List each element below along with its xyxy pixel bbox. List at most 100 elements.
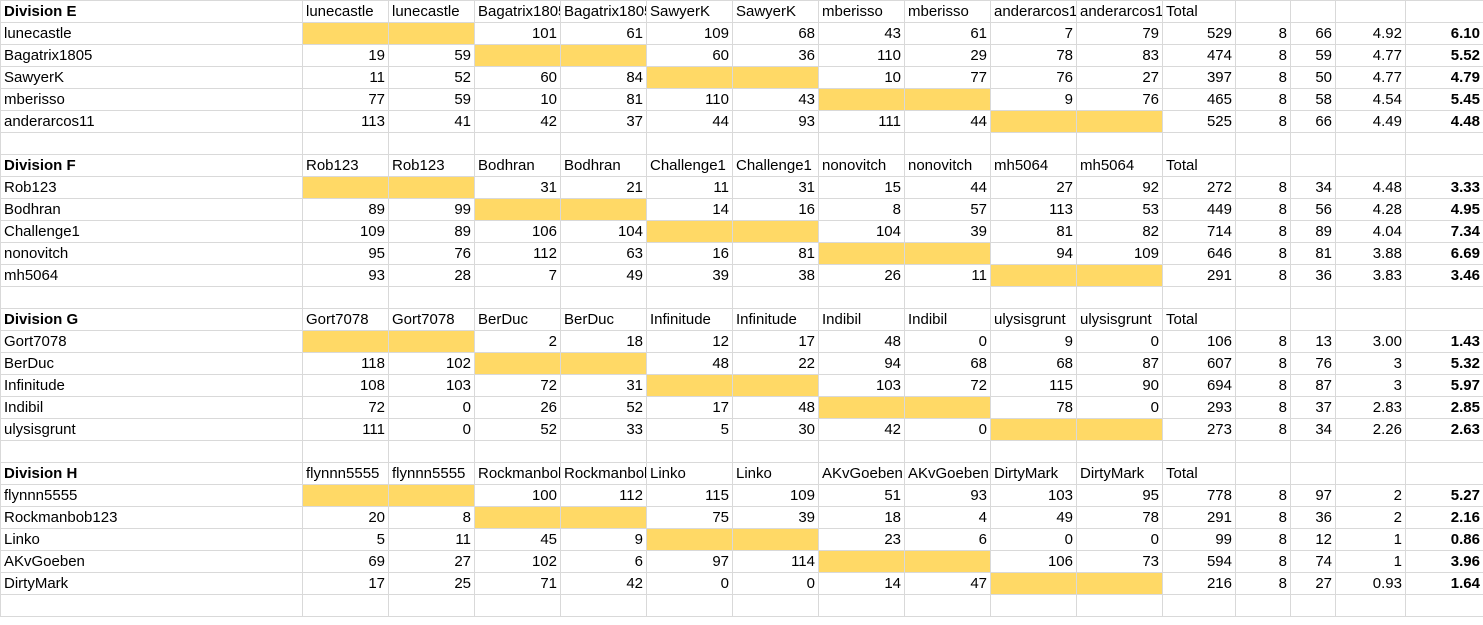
score-cell: 18 bbox=[560, 330, 647, 353]
self-match-cell bbox=[560, 198, 647, 221]
self-match-cell bbox=[474, 44, 561, 67]
player-name: Indibil bbox=[0, 396, 303, 419]
points-cell: 76 bbox=[1290, 352, 1336, 375]
played-cell: 8 bbox=[1235, 374, 1291, 397]
score-total-cell: 0.86 bbox=[1405, 528, 1483, 551]
score-cell: 47 bbox=[904, 572, 991, 595]
column-header: Rockmanbob123 bbox=[560, 462, 647, 485]
score-total-cell: 6.69 bbox=[1405, 242, 1483, 265]
score-cell: 48 bbox=[818, 330, 905, 353]
self-match-cell bbox=[388, 176, 475, 199]
self-match-cell bbox=[560, 44, 647, 67]
score-cell: 102 bbox=[474, 550, 561, 573]
score-cell: 26 bbox=[818, 264, 905, 287]
self-match-cell bbox=[990, 418, 1077, 441]
score-cell: 11 bbox=[302, 66, 389, 89]
player-row: AKvGoeben 69 27 102 6 97 114 106 73 594 8 74 1 3.96 bbox=[0, 550, 1483, 573]
played-cell: 8 bbox=[1235, 528, 1291, 551]
player-row: Bodhran 89 99 14 16 8 57 113 53 449 8 56 4.28 4.95 bbox=[0, 198, 1483, 221]
column-header: Indibil bbox=[818, 308, 905, 331]
score-cell: 0 bbox=[904, 418, 991, 441]
score-total-cell: 3.33 bbox=[1405, 176, 1483, 199]
score-cell: 28 bbox=[388, 264, 475, 287]
empty-cell bbox=[1076, 286, 1163, 309]
score-cell: 77 bbox=[904, 66, 991, 89]
score-cell: 0 bbox=[388, 396, 475, 419]
empty-cell bbox=[302, 286, 389, 309]
points-cell: 59 bbox=[1290, 44, 1336, 67]
column-header: BerDuc bbox=[474, 308, 561, 331]
score-cell: 22 bbox=[732, 352, 819, 375]
column-header: DirtyMark bbox=[1076, 462, 1163, 485]
empty-cell bbox=[1290, 0, 1336, 23]
score-cell: 21 bbox=[560, 176, 647, 199]
played-cell: 8 bbox=[1235, 110, 1291, 133]
score-cell: 0 bbox=[732, 572, 819, 595]
self-match-cell bbox=[732, 374, 819, 397]
player-name: mh5064 bbox=[0, 264, 303, 287]
self-match-cell bbox=[388, 484, 475, 507]
score-cell: 33 bbox=[560, 418, 647, 441]
score-cell: 48 bbox=[732, 396, 819, 419]
score-cell: 14 bbox=[646, 198, 733, 221]
player-row: Rockmanbob123 20 8 75 39 18 4 49 78 291 8 36 2 2.16 bbox=[0, 506, 1483, 529]
self-match-cell bbox=[818, 396, 905, 419]
score-cell: 95 bbox=[1076, 484, 1163, 507]
column-header: Indibil bbox=[904, 308, 991, 331]
score-cell: 25 bbox=[388, 572, 475, 595]
column-header: Bodhran bbox=[474, 154, 561, 177]
player-row: nonovitch 95 76 112 63 16 81 94 109 646 8 81 3.88 6.6… bbox=[0, 242, 1483, 265]
score-cell: 103 bbox=[818, 374, 905, 397]
empty-cell bbox=[302, 594, 389, 617]
score-cell: 93 bbox=[302, 264, 389, 287]
empty-cell bbox=[1076, 594, 1163, 617]
score-total-cell: 5.27 bbox=[1405, 484, 1483, 507]
score-cell: 53 bbox=[1076, 198, 1163, 221]
total-cell: 594 bbox=[1162, 550, 1236, 573]
points-cell: 34 bbox=[1290, 418, 1336, 441]
played-cell: 8 bbox=[1235, 176, 1291, 199]
score-cell: 45 bbox=[474, 528, 561, 551]
self-match-cell bbox=[302, 330, 389, 353]
column-header: nonovitch bbox=[818, 154, 905, 177]
empty-cell bbox=[1162, 132, 1236, 155]
points-cell: 58 bbox=[1290, 88, 1336, 111]
player-name: Infinitude bbox=[0, 374, 303, 397]
average-cell: 2 bbox=[1335, 506, 1406, 529]
blank-row bbox=[0, 440, 1483, 463]
empty-cell bbox=[646, 132, 733, 155]
empty-cell bbox=[818, 132, 905, 155]
played-cell: 8 bbox=[1235, 506, 1291, 529]
score-cell: 57 bbox=[904, 198, 991, 221]
empty-cell bbox=[0, 440, 303, 463]
score-cell: 78 bbox=[990, 44, 1077, 67]
column-header: ulysisgrunt bbox=[990, 308, 1077, 331]
self-match-cell bbox=[388, 22, 475, 45]
score-cell: 20 bbox=[302, 506, 389, 529]
column-header: Rob123 bbox=[388, 154, 475, 177]
column-header: ulysisgrunt bbox=[1076, 308, 1163, 331]
score-cell: 5 bbox=[646, 418, 733, 441]
player-row: BerDuc 118 102 48 22 94 68 68 87 607 8 76 3 5.32 bbox=[0, 352, 1483, 375]
column-header: lunecastle bbox=[302, 0, 389, 23]
score-cell: 6 bbox=[904, 528, 991, 551]
player-name: ulysisgrunt bbox=[0, 418, 303, 441]
player-row: Linko 5 11 45 9 23 6 0 0 99 8 12 1 0.86 bbox=[0, 528, 1483, 551]
average-cell: 2.26 bbox=[1335, 418, 1406, 441]
score-cell: 16 bbox=[732, 198, 819, 221]
blank-row bbox=[0, 286, 1483, 309]
total-cell: 272 bbox=[1162, 176, 1236, 199]
empty-cell bbox=[732, 594, 819, 617]
player-name: nonovitch bbox=[0, 242, 303, 265]
average-cell: 3.88 bbox=[1335, 242, 1406, 265]
column-header: anderarcos11 bbox=[990, 0, 1077, 23]
score-total-cell: 2.85 bbox=[1405, 396, 1483, 419]
played-cell: 8 bbox=[1235, 44, 1291, 67]
score-cell: 51 bbox=[818, 484, 905, 507]
score-cell: 61 bbox=[904, 22, 991, 45]
player-row: Challenge1 109 89 106 104 104 39 81 82 714 8 89 4.04… bbox=[0, 220, 1483, 243]
score-cell: 76 bbox=[990, 66, 1077, 89]
column-header: anderarcos11 bbox=[1076, 0, 1163, 23]
